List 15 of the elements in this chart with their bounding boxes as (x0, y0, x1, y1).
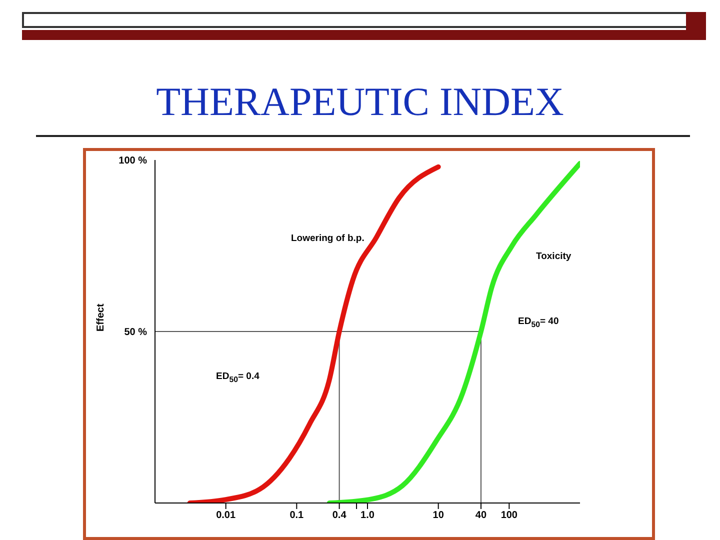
chart-title: THERAPEUTIC INDEX (155, 78, 565, 125)
x-tick-label: 0.1 (290, 510, 304, 522)
y-tick-label: 50 % (124, 327, 148, 338)
annotation: ED$_{50}$= 40 (518, 316, 559, 329)
x-tick-label: 0.4 (332, 510, 347, 522)
x-tick-label: 1.0 (360, 510, 375, 522)
text: Toxicity (536, 251, 572, 262)
x-tick-label: 40 (475, 510, 487, 522)
x-tick-label: 10 (432, 510, 444, 522)
annotation: ED$_{50}$= 0.4 (216, 371, 260, 384)
x-tick-label: 100 (500, 510, 518, 522)
x-tick-label: 0.01 (216, 510, 236, 522)
y-axis-title: Effect (96, 303, 107, 332)
series-label: Lowering of b.p. (291, 233, 364, 244)
y-tick-label: 100 % (118, 156, 148, 167)
